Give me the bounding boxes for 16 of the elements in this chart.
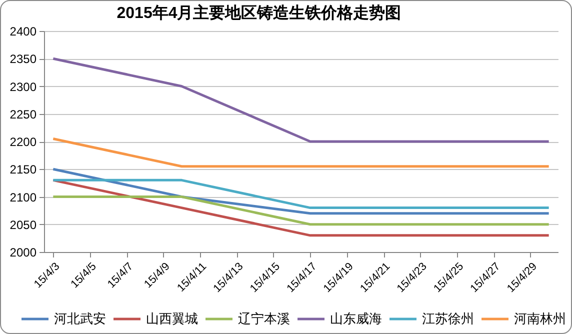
y-tick-label: 2050	[10, 218, 37, 232]
legend-label: 河南林州	[514, 311, 566, 326]
legend-label: 河北武安	[54, 311, 106, 326]
y-tick-label: 2350	[10, 52, 37, 66]
y-tick-label: 2000	[10, 246, 37, 260]
chart-title: 2015年4月主要地区铸造生铁价格走势图	[116, 3, 402, 22]
y-tick-label: 2400	[10, 24, 37, 38]
y-tick-label: 2250	[10, 107, 37, 122]
y-tick-label: 2150	[10, 162, 37, 177]
legend-label: 辽宁本溪	[238, 311, 290, 326]
y-tick-label: 2300	[10, 80, 37, 94]
y-tick-label: 2100	[10, 190, 37, 204]
legend-label: 江苏徐州	[422, 311, 474, 326]
legend-label: 山西翼城	[146, 311, 198, 326]
y-tick-label: 2200	[10, 135, 37, 149]
legend-label: 山东威海	[330, 311, 382, 326]
